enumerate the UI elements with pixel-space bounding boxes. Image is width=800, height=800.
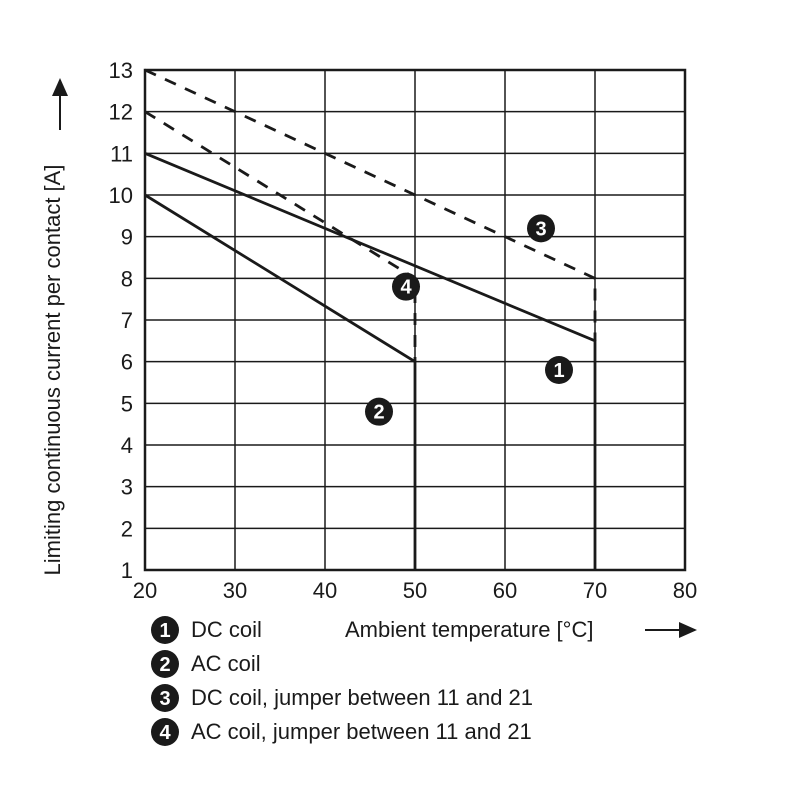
y-tick: 5 <box>121 391 133 416</box>
legend-badge-4-num: 4 <box>159 722 171 744</box>
y-tick: 6 <box>121 350 133 375</box>
badge-1-label: 1 <box>553 360 564 382</box>
y-tick: 10 <box>109 183 133 208</box>
y-tick: 1 <box>121 558 133 583</box>
x-axis-label: Ambient temperature [°C] <box>345 617 593 642</box>
x-tick: 50 <box>403 578 427 603</box>
legend-badge-2-num: 2 <box>159 654 170 676</box>
badge-2-label: 2 <box>373 402 384 424</box>
y-tick: 4 <box>121 433 133 458</box>
y-tick-labels: 12345678910111213 <box>109 58 133 583</box>
legend-item-3-text: DC coil, jumper between 11 and 21 <box>191 685 533 710</box>
derating-chart: 20304050607080123456789101112131234Limit… <box>0 0 800 800</box>
x-tick: 70 <box>583 578 607 603</box>
x-tick: 20 <box>133 578 157 603</box>
badge-4-label: 4 <box>400 277 412 299</box>
legend-item-4-text: AC coil, jumper between 11 and 21 <box>191 719 532 744</box>
badge-3-label: 3 <box>535 218 546 240</box>
y-tick: 7 <box>121 308 133 333</box>
x-tick: 60 <box>493 578 517 603</box>
y-tick: 8 <box>121 266 133 291</box>
legend-item-1-text: DC coil <box>191 617 262 642</box>
y-tick: 12 <box>109 100 133 125</box>
y-axis-label: Limiting continuous current per contact … <box>40 165 65 576</box>
x-tick: 30 <box>223 578 247 603</box>
series-3 <box>145 70 595 341</box>
legend-item-2-text: AC coil <box>191 651 261 676</box>
y-tick: 2 <box>121 516 133 541</box>
x-tick-labels: 20 30 40 50 60 70 80 <box>133 578 697 603</box>
y-tick: 13 <box>109 58 133 83</box>
y-tick: 9 <box>121 225 133 250</box>
legend-badge-3-num: 3 <box>159 688 170 710</box>
x-tick: 40 <box>313 578 337 603</box>
x-axis-arrow-icon <box>679 622 697 638</box>
y-tick: 3 <box>121 475 133 500</box>
legend-badge-1-num: 1 <box>159 620 170 642</box>
series-2 <box>145 195 415 570</box>
x-tick: 80 <box>673 578 697 603</box>
y-axis-arrow-icon <box>52 78 68 96</box>
y-tick: 11 <box>110 141 133 166</box>
